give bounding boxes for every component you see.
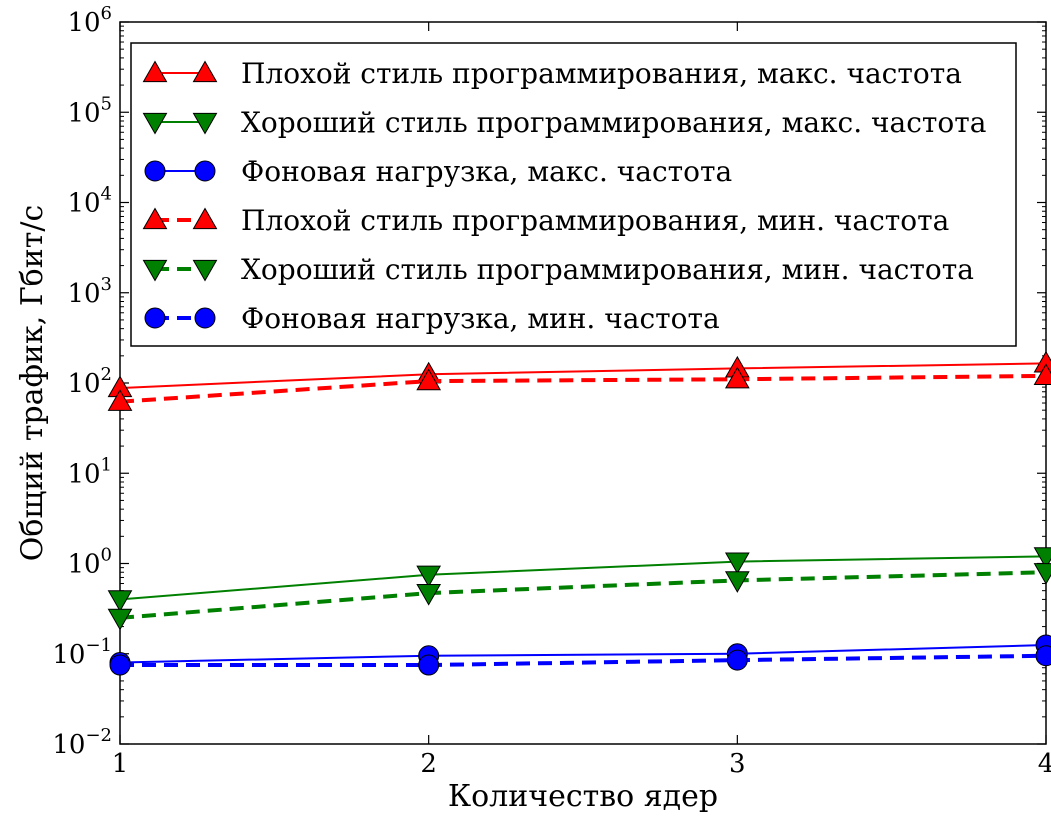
x-tick-label: 3 [729,749,746,779]
axis-ticks: 10−2 10−1 100 101 102 103 104 105 106 1 2 3 4 [52,3,1051,779]
x-axis-title: Количество ядер [448,779,718,814]
data-point [192,60,218,83]
data-point [192,112,218,135]
legend-label: Плохой стиль программирования, мин. част… [241,204,949,237]
y-tick-label: 101 [67,454,112,489]
data-point [144,160,166,182]
legend-label: Фоновая нагрузка, мин. частота [241,302,720,335]
legend-item: Плохой стиль программирования, макс. час… [142,57,962,90]
x-tick-label: 4 [1038,749,1051,779]
series-line [119,373,1047,404]
data-point [107,590,133,612]
data-point [194,307,216,329]
data-point [192,259,218,282]
data-point [416,583,442,606]
series [107,547,1051,612]
data-point [416,368,442,391]
data-point [144,307,166,329]
data-point [142,207,168,230]
legend-label: Фоновая нагрузка, макс. частота [241,155,732,188]
y-tick-label: 100 [67,545,112,580]
data-point [142,60,168,83]
y-tick-label: 106 [67,3,112,38]
data-point [107,389,133,411]
data-point [724,571,750,593]
data-point [1033,547,1051,569]
x-tick-label: 2 [420,749,437,779]
data-point [416,565,442,588]
y-tick-label: 104 [67,184,112,219]
data-point [724,552,750,575]
legend-item: Плохой стиль программирования, мин. част… [142,204,949,237]
plot-area: 10−2 10−1 100 101 102 103 104 105 106 1 2 3 4 Плохой… [52,3,1051,779]
data-point [1033,563,1051,585]
data-point [142,112,168,135]
data-point [724,366,750,389]
legend-box [130,42,1017,347]
data-point [726,649,748,671]
x-tick-label: 1 [112,749,129,779]
data-point [109,654,131,676]
series-line [119,570,1047,620]
y-tick-label: 103 [67,274,112,309]
legend-label: Хороший стиль программирования, макс. ча… [241,106,986,139]
series [109,645,1051,676]
data-point [194,160,216,182]
series [107,563,1051,631]
data-point [192,207,218,230]
legend-item: Хороший стиль программирования, макс. ча… [142,106,986,139]
legend-item: Фоновая нагрузка, макс. частота [144,155,732,188]
data-point [1035,645,1051,667]
y-axis-title: Общий трафик, Гбит/с [15,205,50,561]
data-point [1033,363,1051,385]
series [107,363,1051,411]
series-line [119,555,1047,601]
y-tick-label: 105 [67,93,112,128]
data-point [418,654,440,676]
legend-item: Хороший стиль программирования, мин. час… [142,253,974,286]
y-tick-label: 10−2 [52,725,112,760]
legend: Плохой стиль программирования, макс. час… [130,42,1017,347]
data-point [142,259,168,282]
legend-item: Фоновая нагрузка, мин. частота [144,302,720,335]
series-layer [107,350,1051,676]
series-line [120,653,1047,668]
legend-label: Плохой стиль программирования, макс. час… [241,57,962,90]
data-point [107,608,133,631]
y-tick-label: 10−1 [52,635,112,670]
legend-label: Хороший стиль программирования, мин. час… [241,253,974,286]
series-line [119,362,1047,390]
y-tick-label: 102 [67,364,112,399]
series-line [119,644,1047,664]
